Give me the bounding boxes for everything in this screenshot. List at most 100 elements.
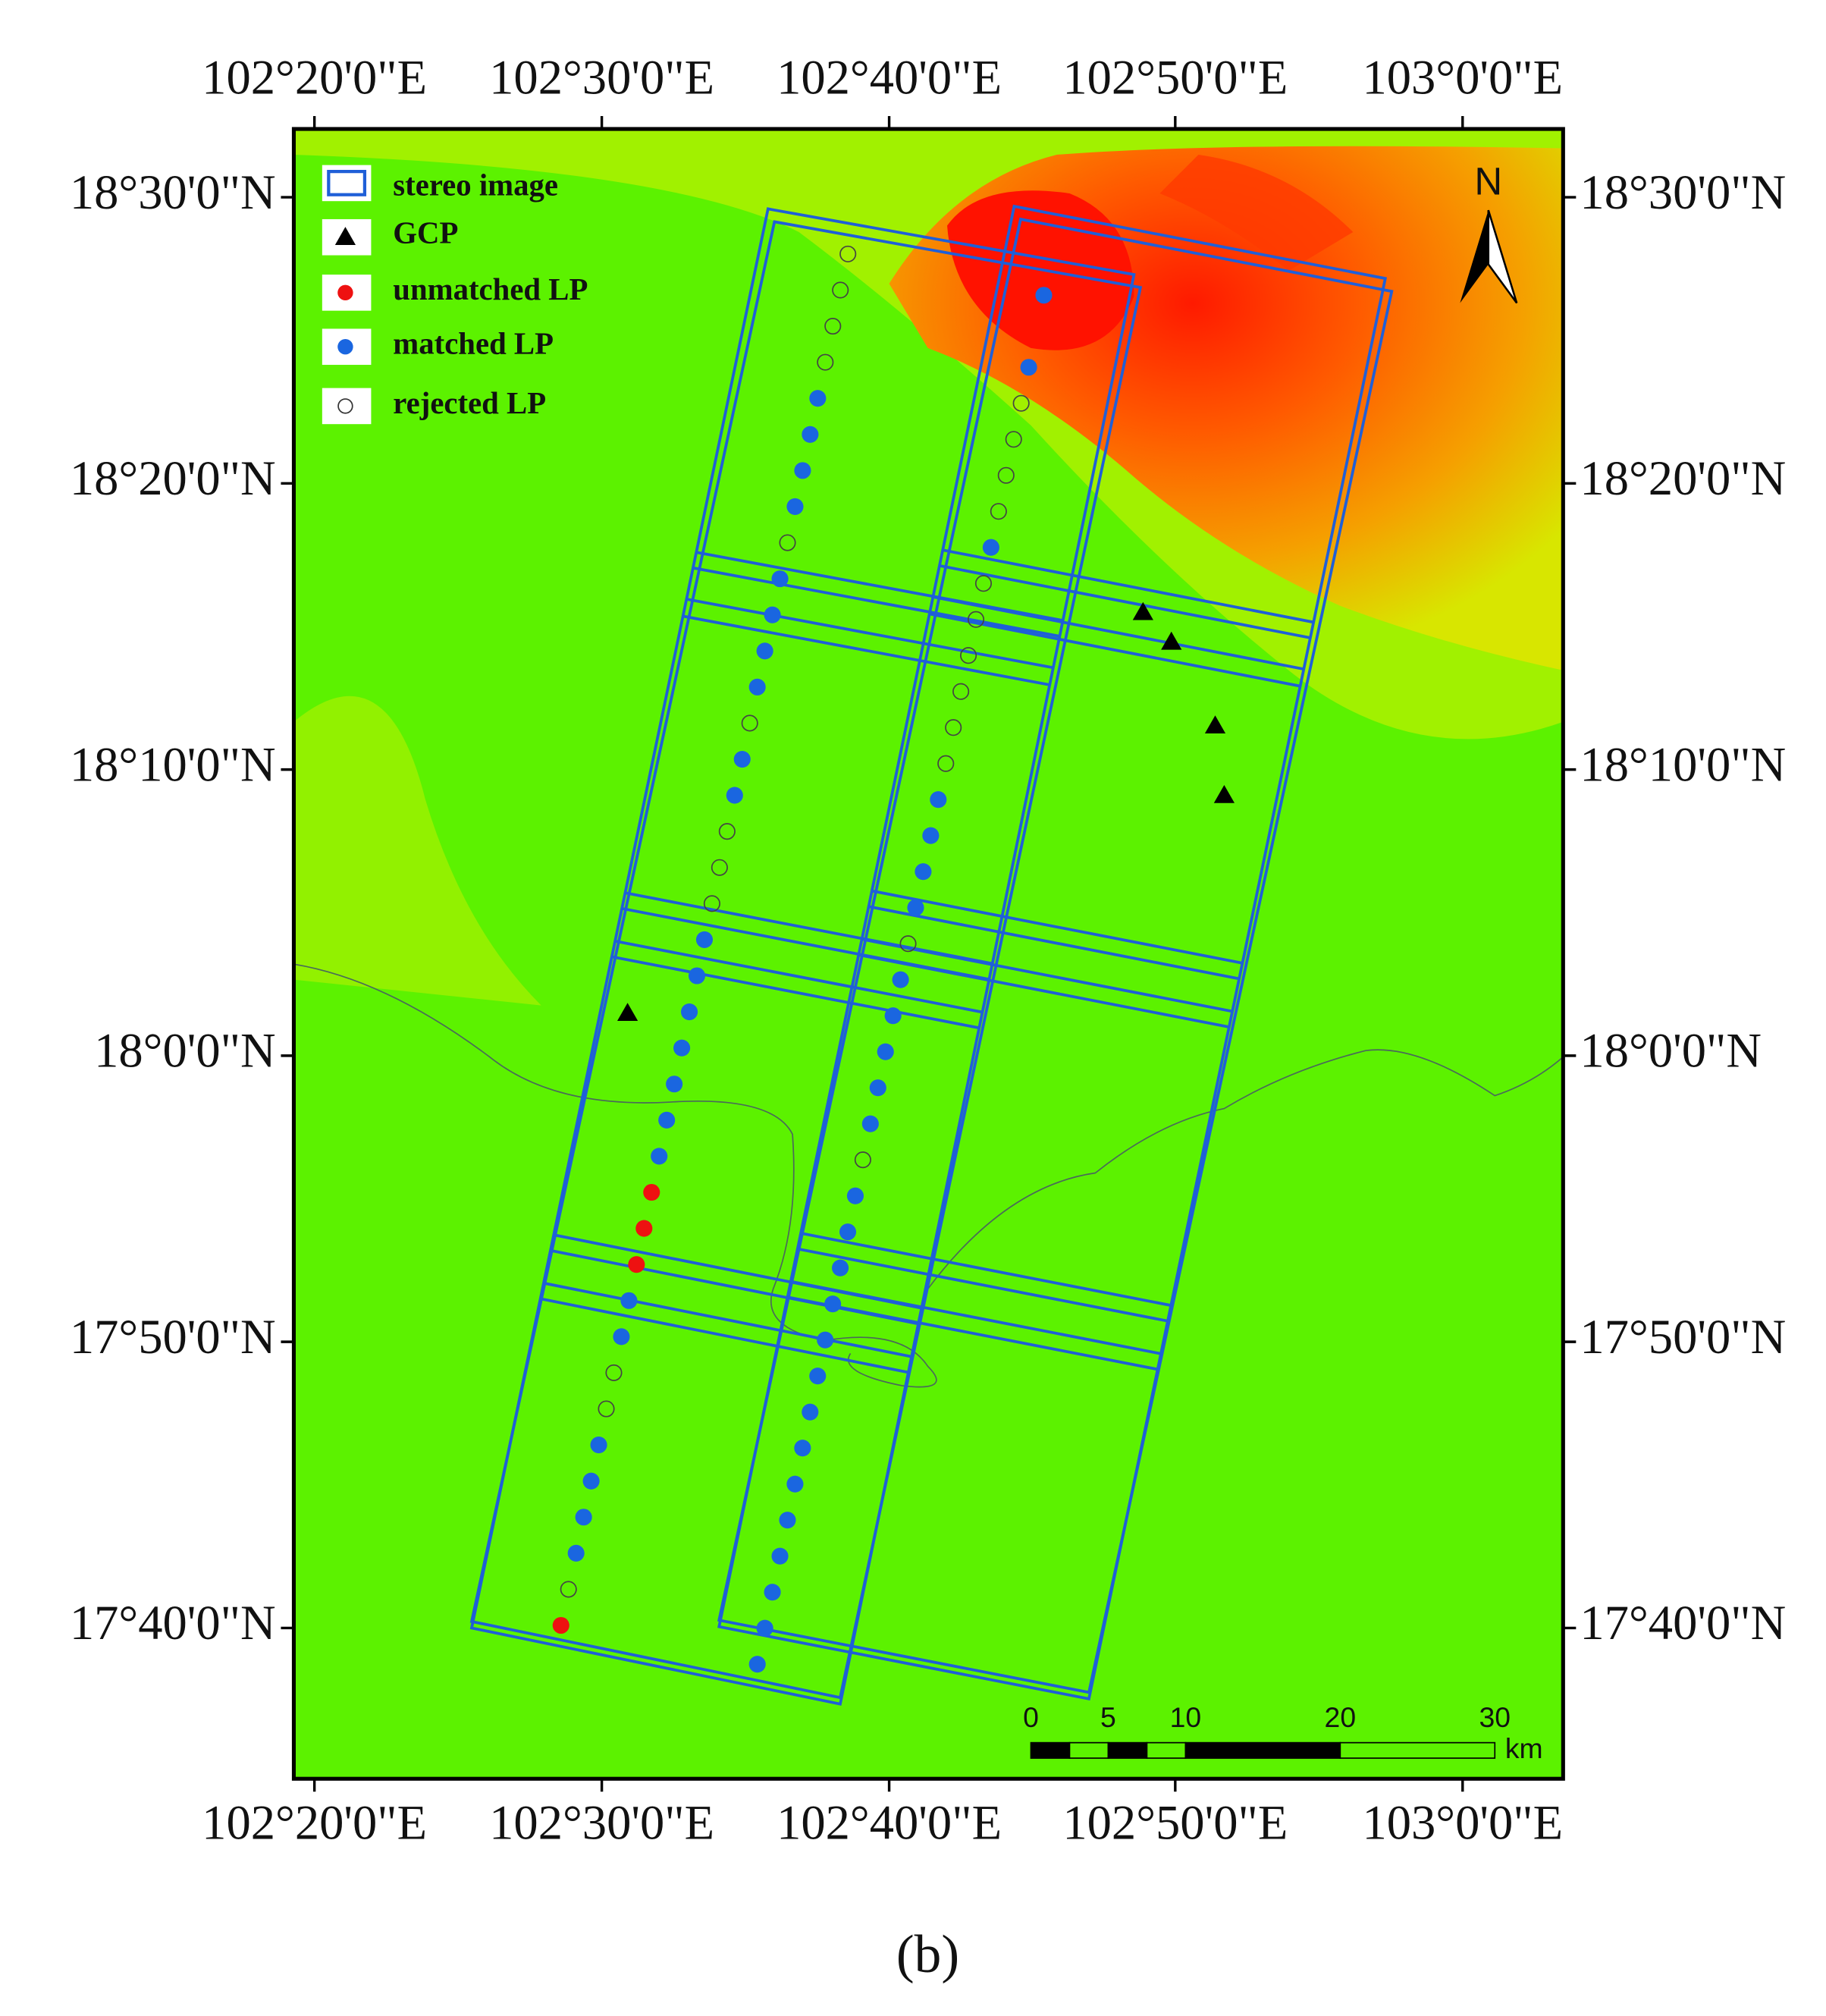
matched-lp [764, 1584, 781, 1601]
rejected-lp [718, 823, 736, 840]
matched-lp [824, 1295, 842, 1313]
stereo-frames [469, 204, 1394, 1706]
graticule-labels: 102°20'0"E 102°20'0"E 102°30'0"E 102°30'0"E… [70, 50, 1786, 1850]
legend-key [337, 398, 353, 414]
map-frame [291, 127, 1565, 1781]
north-label: N [1474, 160, 1502, 203]
rejected-lp [952, 683, 970, 700]
rejected-lp [937, 755, 955, 772]
matched-lp [877, 1043, 894, 1060]
rejected-lp [598, 1400, 615, 1418]
matched-lp [802, 1403, 819, 1421]
matched-lp [869, 1079, 886, 1097]
caption: (b) [896, 1924, 959, 1984]
matched-lp [681, 1003, 698, 1021]
lat-label-left: 18°10'0"N [70, 736, 276, 791]
matched-lp [582, 1472, 600, 1490]
lon-label-top: 102°50'0"E [1062, 50, 1288, 105]
matched-lp [590, 1437, 607, 1454]
scale-bar: km 0 5 10 20 30 [1023, 1701, 1543, 1764]
matched-lp [982, 539, 999, 556]
frame-edge [790, 1280, 1162, 1355]
matched-lp [688, 967, 706, 984]
frame-edge [871, 889, 1243, 965]
legend-label: matched LP [393, 327, 554, 361]
frame-edge [540, 1297, 909, 1374]
lat-label-right: 17°40'0"N [1580, 1595, 1786, 1650]
legend-key [334, 227, 356, 245]
rejected-lp [1012, 394, 1030, 412]
frame-edge [942, 548, 1314, 624]
lon-label-bottom: 103°0'0"E [1362, 1795, 1563, 1850]
rejected-lp [605, 1364, 623, 1381]
scale-segment [1184, 1741, 1341, 1759]
matched-lp [907, 899, 924, 916]
rejected-lp [703, 895, 720, 912]
matched-lp [764, 606, 781, 623]
matched-lp [666, 1076, 683, 1093]
rejected-lp [945, 719, 962, 736]
lat-label-left: 17°40'0"N [70, 1595, 276, 1650]
lon-label-bottom: 102°30'0"E [489, 1795, 714, 1850]
rejected-lp [839, 245, 857, 262]
matched-lp [846, 1187, 864, 1204]
matched-lp [748, 678, 766, 696]
frame-edge [787, 1295, 1158, 1371]
matched-lp [620, 1292, 638, 1309]
scale-segment [1146, 1741, 1187, 1759]
lon-label-top: 102°20'0"E [202, 50, 427, 105]
matched-lp [771, 1547, 789, 1565]
scale-segment [1339, 1741, 1496, 1759]
matched-lp [809, 390, 827, 407]
scale-label: 20 [1325, 1701, 1357, 1733]
legend-key [327, 169, 367, 196]
frame-edge [686, 598, 1054, 670]
matched-lp [915, 863, 932, 881]
frame-edge [858, 953, 1230, 1028]
scale-segment [1068, 1741, 1109, 1759]
matched-lp [756, 642, 773, 660]
frame-edge [797, 1247, 1169, 1323]
rejected-lp [832, 281, 849, 299]
matched-lp [794, 1440, 811, 1457]
scale-label: 30 [1479, 1701, 1511, 1733]
matched-lp [786, 1475, 804, 1493]
matched-lp [1020, 359, 1037, 376]
legend-label: stereo image [393, 168, 558, 203]
rejected-lp [967, 611, 985, 628]
matched-lp [771, 570, 789, 588]
frame-edge [692, 566, 1060, 638]
lat-label-left: 18°20'0"N [70, 451, 276, 505]
lat-label-left: 18°0'0"N [94, 1023, 276, 1078]
unmatched-lp [635, 1220, 653, 1237]
lat-label-right: 18°20'0"N [1580, 451, 1786, 505]
matched-lp [726, 787, 743, 804]
legend: stereo image GCP unmatched LP matched LP… [322, 165, 588, 425]
gcp [617, 1003, 638, 1021]
matched-lp [892, 971, 909, 988]
unmatched-lp [628, 1256, 645, 1273]
matched-lp [575, 1509, 592, 1526]
matched-lp [695, 931, 714, 948]
terrain [293, 129, 1564, 1779]
lat-label-right: 18°0'0"N [1580, 1023, 1762, 1078]
frame-edge [611, 955, 980, 1030]
frame-edge [543, 1281, 912, 1358]
matched-lp [756, 1619, 773, 1637]
lon-label-top: 102°40'0"E [777, 50, 1002, 105]
rejected-lp [824, 317, 842, 335]
scale-label: 5 [1100, 1701, 1116, 1733]
matched-lp [658, 1111, 676, 1129]
scale-segment [1030, 1741, 1071, 1759]
legend-label: unmatched LP [393, 272, 588, 306]
matched-lp [930, 791, 947, 809]
frame-edge [933, 595, 1304, 670]
matched-lp [794, 462, 811, 479]
lat-label-right: 18°30'0"N [1580, 165, 1786, 219]
rejected-lp [990, 503, 1007, 520]
matched-lp [779, 1512, 796, 1529]
matched-lp [651, 1148, 668, 1165]
rejected-lp [741, 714, 758, 732]
